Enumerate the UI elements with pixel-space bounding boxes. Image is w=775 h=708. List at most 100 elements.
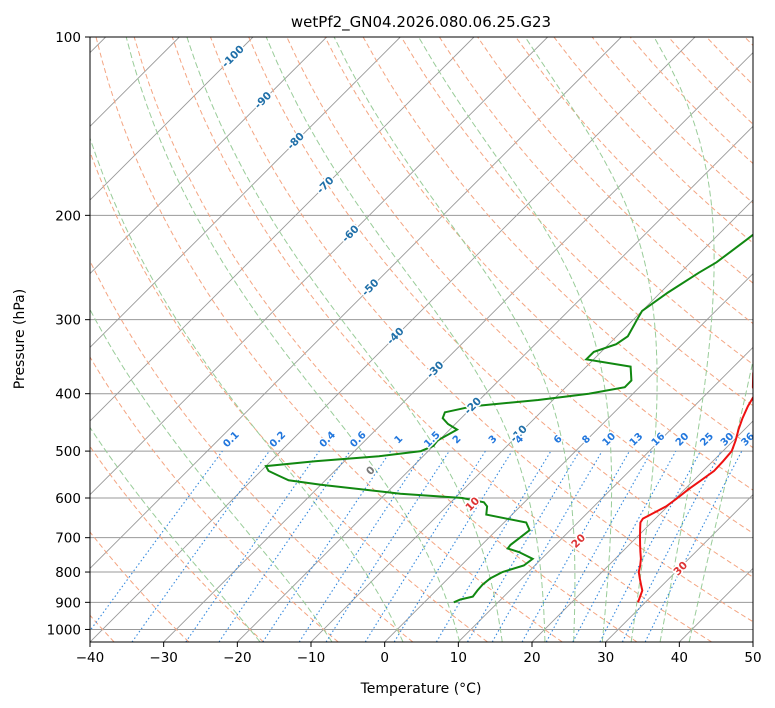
isotherm-line [458,346,753,642]
dry-adiabat-label: 20 [569,532,588,551]
mixing-ratio-line [644,450,743,642]
plot-frame [89,36,754,643]
moist-adiabat [186,37,503,642]
line-labels: -100-90-80-70-60-50-40-30-20-100.1 0.2 0.4… [218,42,758,580]
mixing-ratio-label: 0.6 [348,430,368,450]
isotherm-line [90,37,475,422]
mixing-ratio-label: 1 [393,433,406,446]
dry-adiabat [90,445,264,642]
mixing-ratio-line [131,450,270,642]
moist-adiabat [688,358,753,642]
y-tick-label: 1000 [47,622,81,638]
mixing-ratio-line [435,450,552,642]
x-tick-label: −20 [223,650,252,666]
mixing-ratio-line [262,450,392,642]
dry-adiabat [133,37,638,642]
dry-adiabat [90,259,414,642]
dry-adiabat [90,531,190,642]
mixing-ratio-label: 16 [650,431,668,449]
y-tick-label: 800 [55,565,81,581]
dry-adiabat [90,356,339,642]
isotherm-line [310,199,753,642]
dry-adiabat [90,150,488,642]
y-tick-label: 500 [55,444,81,460]
dry-adiabat [362,37,753,449]
y-tick-label: 600 [55,491,81,507]
isotherm-line [752,641,753,642]
dry-adiabat [210,37,753,623]
moist-adiabat [125,37,461,642]
mixing-ratio-label: 20 [674,431,692,449]
dry-adiabat [477,37,753,325]
mixing-ratio-line [393,450,513,642]
mixing-ratio-line [572,450,677,642]
dry-adiabat-label: 0 [364,464,378,478]
moist-adiabat [265,37,546,642]
moist-adiabat [333,37,576,642]
mixing-ratio-label: 0.4 [318,430,338,450]
moist-adiabat [90,308,333,642]
isotherm-line [605,494,753,642]
x-axis-label: Temperature (°C) [360,681,482,697]
mixing-ratio-line [218,450,351,642]
chart-title: wetPf2_GN04.2026.080.06.25.G23 [291,13,551,32]
x-tick-label: −10 [297,650,326,666]
dry-adiabat [400,37,753,407]
x-tick-label: −30 [149,650,178,666]
isotherm-line [531,420,753,642]
isotherm-line [90,37,327,275]
y-tick-label: 400 [55,387,81,403]
isotherm-line [679,567,753,642]
y-tick-label: 900 [55,595,81,611]
dry-adiabat [706,37,753,86]
mixing-ratio-label: 2 [451,433,464,446]
mixing-ratio-label: 0.1 [221,430,241,450]
temperature-profile [637,368,753,603]
isotherm-line [90,37,254,201]
mixing-ratio-label: 36 [739,431,757,449]
dry-adiabat [591,37,753,204]
axes: −40 −30 −20 −10 0 10 20 30 40 5010020030040050060… [47,30,762,666]
y-axis-label: Pressure (hPa) [12,289,28,389]
moist-adiabat [90,136,404,642]
dry-adiabat [515,37,753,284]
isotherm-line [90,37,622,569]
x-tick-label: 40 [671,650,688,666]
dry-adiabat [248,37,753,578]
y-tick-label: 100 [55,30,81,46]
background-lines [90,37,753,642]
mixing-ratio-line [599,450,701,642]
dry-adiabat [668,37,753,125]
y-tick-label: 700 [55,531,81,547]
mixing-ratio-line [298,450,425,642]
x-tick-label: 30 [597,650,614,666]
isotherm-line [90,37,401,348]
x-tick-label: 0 [380,650,389,666]
profile-lines [264,233,753,604]
dry-adiabat-label: 30 [671,559,690,578]
mixing-ratio-line [521,450,630,642]
dewpoint-profile [264,233,753,604]
y-tick-label: 300 [55,313,81,329]
isotherm-line [237,125,753,642]
isotherm-line [384,273,753,642]
dry-adiabat [553,37,753,244]
y-tick-label: 200 [55,208,81,224]
dry-adiabat [95,37,563,642]
x-tick-label: −40 [76,650,105,666]
dry-adiabat [324,37,753,491]
moist-adiabat [90,426,261,642]
mixing-ratio-label: 10 [601,431,619,449]
mixing-ratio-line [325,450,450,642]
isotherm-line [90,37,548,496]
x-tick-label: 50 [744,650,761,666]
x-tick-label: 10 [450,650,467,666]
mixing-ratio-line [90,450,223,632]
mixing-ratio-label: 25 [698,431,716,449]
mixing-ratio-line [185,450,320,642]
mixing-ratio-line [545,450,653,642]
moist-adiabat [653,37,715,642]
moist-adiabat [524,37,658,642]
dry-adiabat [744,37,753,47]
